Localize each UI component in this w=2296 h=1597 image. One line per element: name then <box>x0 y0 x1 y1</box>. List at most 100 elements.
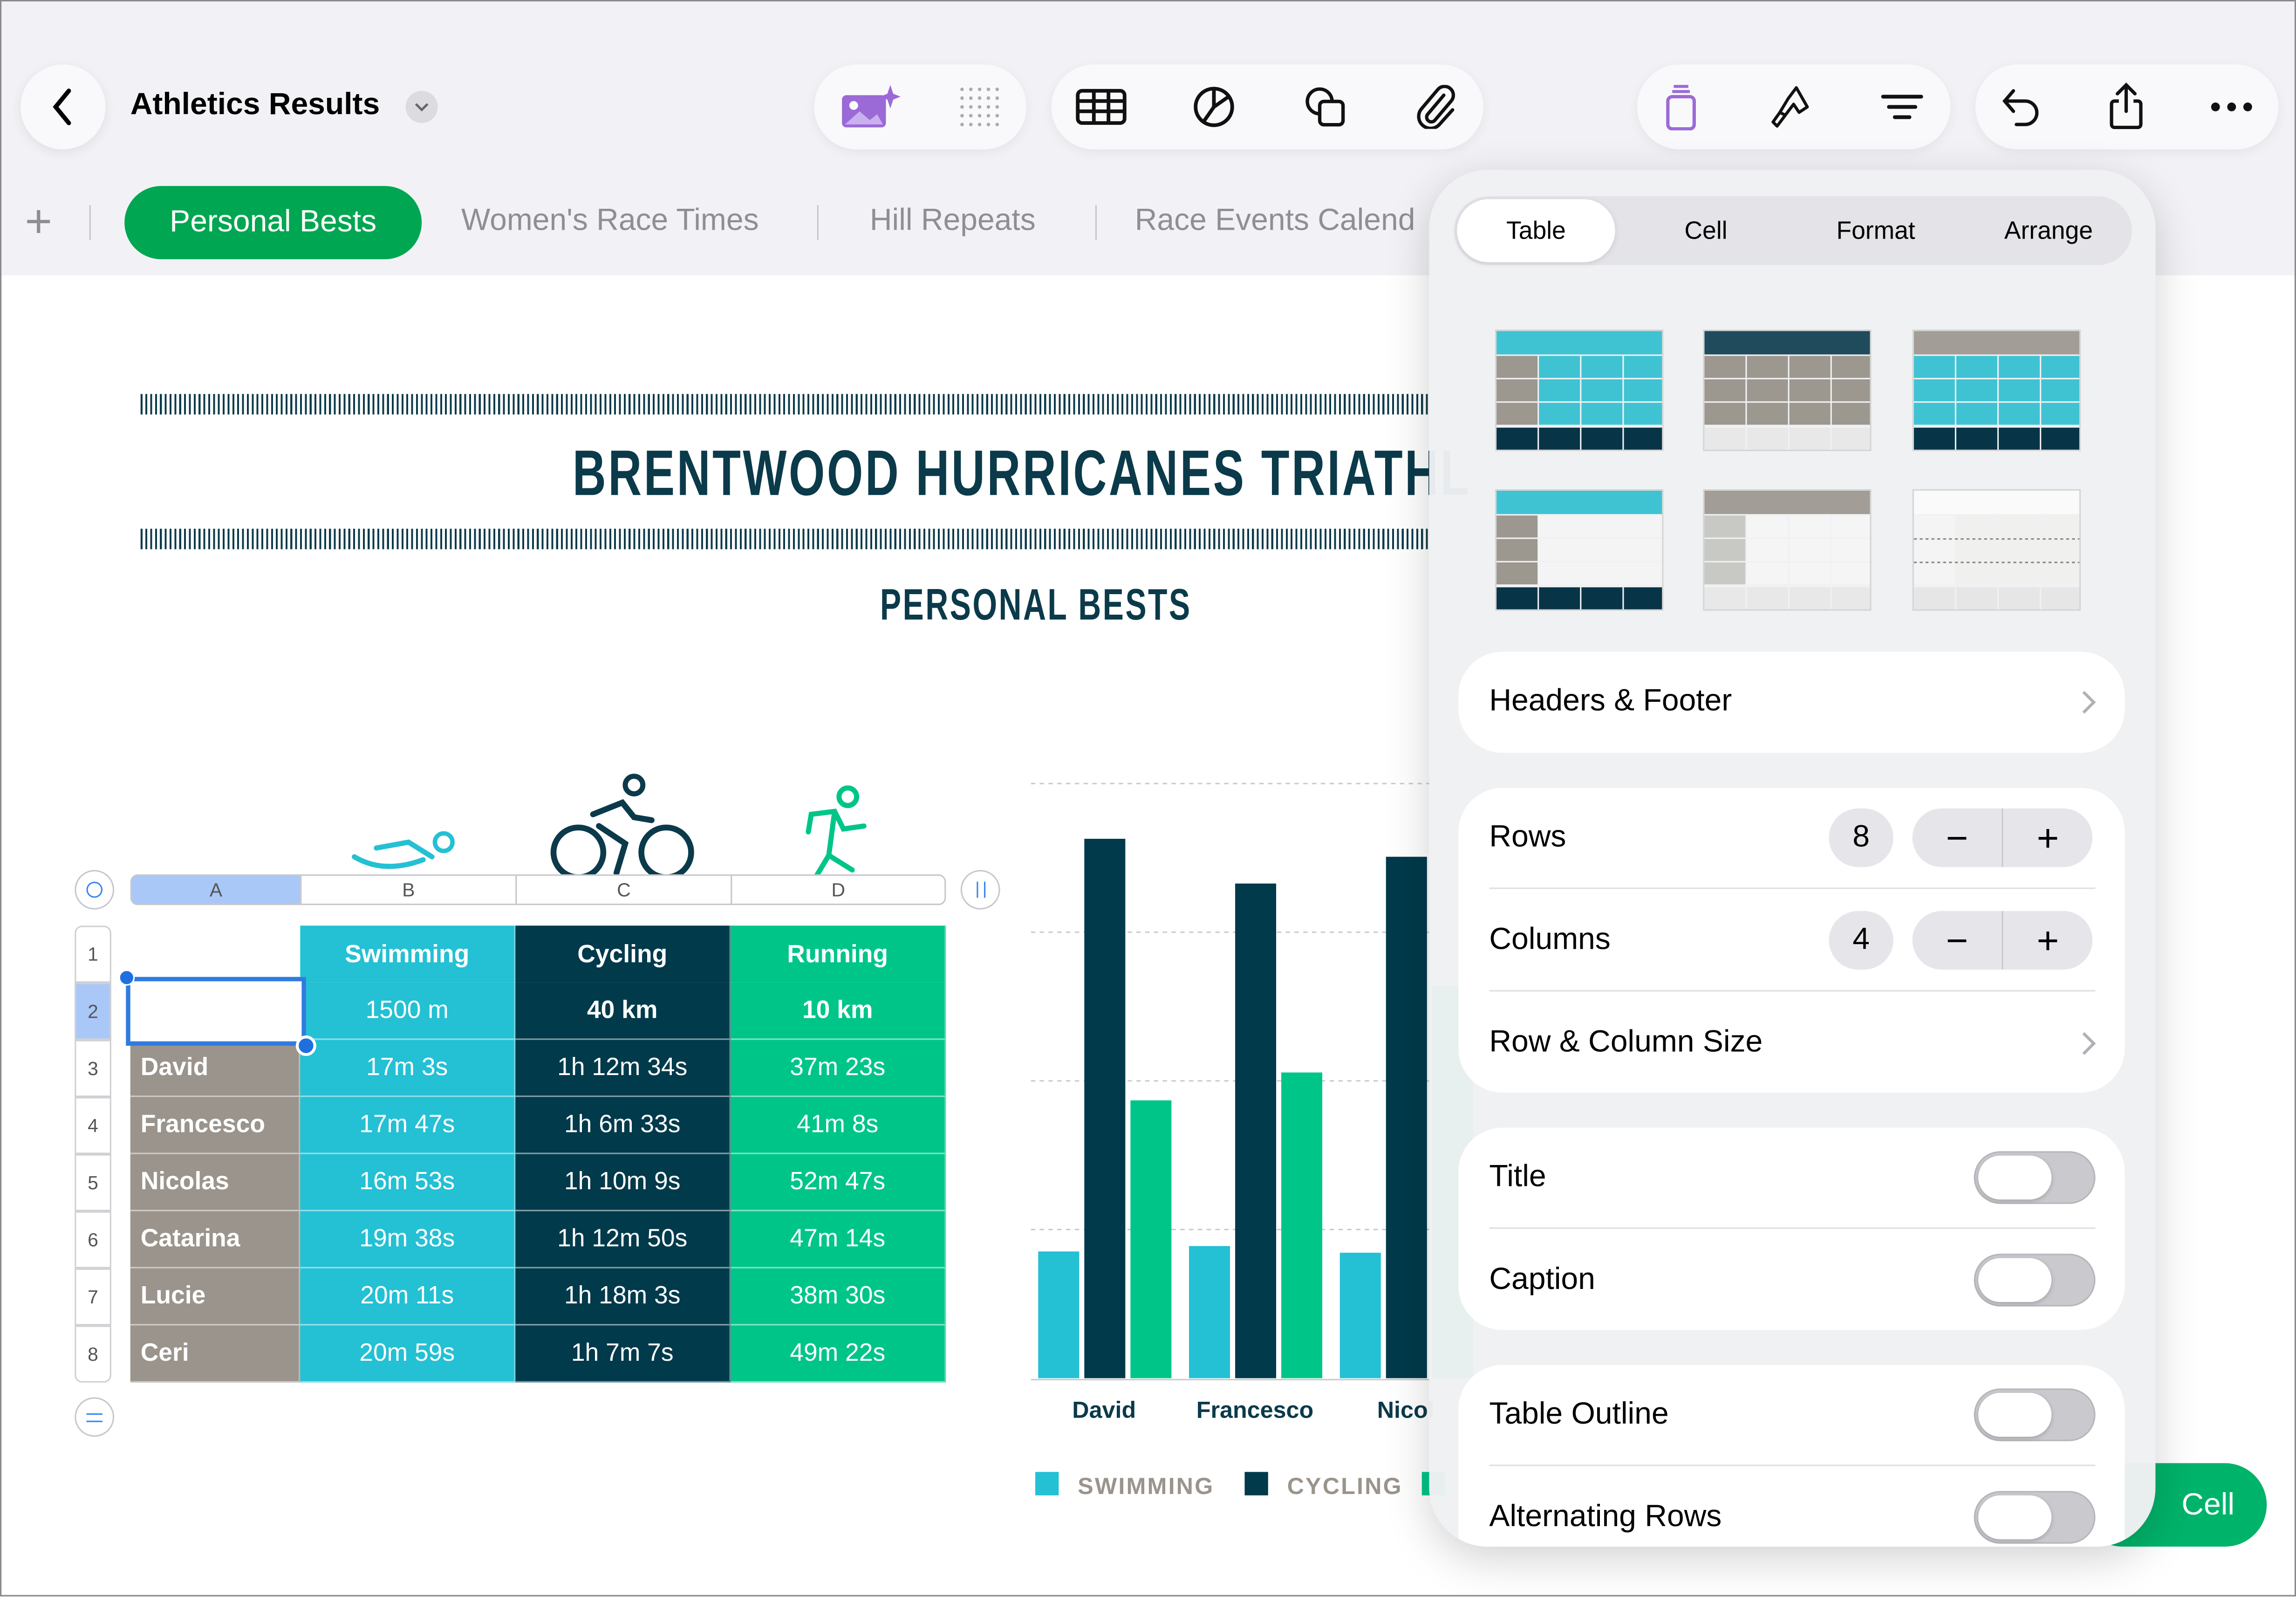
add-column-handle[interactable] <box>960 870 1000 910</box>
back-button[interactable] <box>20 64 106 150</box>
columns-increment[interactable]: + <box>2036 918 2059 962</box>
column-header-d[interactable]: D <box>731 874 946 905</box>
time-cell[interactable]: 20m 11s <box>300 1268 516 1326</box>
athlete-name-cell[interactable]: Ceri <box>130 1325 301 1383</box>
bar-cycling-david[interactable] <box>1084 838 1126 1378</box>
column-header-a[interactable]: A <box>130 874 302 905</box>
document-title-text: BRENTWOOD HURRICANES TRIATHL <box>572 438 1471 510</box>
time-cell[interactable]: 1h 7m 7s <box>515 1325 731 1383</box>
table-style-option[interactable] <box>1912 489 2081 611</box>
more-icon[interactable] <box>2210 85 2254 129</box>
distance-cell[interactable]: 10 km <box>731 982 946 1040</box>
time-cell[interactable]: 38m 30s <box>731 1268 946 1326</box>
organize-icon[interactable] <box>1880 85 1924 129</box>
time-cell[interactable]: 1h 6m 33s <box>515 1097 731 1154</box>
add-sheet-button[interactable]: + <box>25 195 53 248</box>
row-header[interactable]: 7 <box>75 1268 111 1326</box>
column-header-b[interactable]: B <box>300 874 517 905</box>
time-cell[interactable]: 37m 23s <box>731 1040 946 1097</box>
share-icon[interactable] <box>2104 82 2148 130</box>
row-column-size-button[interactable]: Row & Column Size <box>1489 1025 1763 1059</box>
time-cell[interactable]: 1h 12m 50s <box>515 1211 731 1268</box>
bar-cycling-francesco[interactable] <box>1235 883 1277 1378</box>
row-header[interactable]: 3 <box>75 1040 111 1097</box>
rows-stepper[interactable]: − + <box>1912 808 2093 867</box>
athlete-name-cell[interactable]: Lucie <box>130 1268 301 1326</box>
rows-increment[interactable]: + <box>2036 815 2059 859</box>
time-cell[interactable]: 41m 8s <box>731 1097 946 1154</box>
attachment-icon[interactable] <box>1414 85 1458 129</box>
tab-table[interactable]: Table <box>1457 199 1615 262</box>
tab-arrange[interactable]: Arrange <box>2004 216 2093 244</box>
time-cell[interactable]: 19m 38s <box>300 1211 516 1268</box>
chart-icon[interactable] <box>1192 85 1236 129</box>
athlete-name-cell[interactable]: Catarina <box>130 1211 301 1268</box>
tab-personal-bests[interactable]: Personal Bests <box>124 186 422 260</box>
table-icon[interactable] <box>1075 85 1128 129</box>
title-toggle[interactable] <box>1974 1151 2096 1204</box>
time-cell[interactable]: 49m 22s <box>731 1325 946 1383</box>
row-header[interactable]: 6 <box>75 1211 111 1268</box>
table-style-option[interactable] <box>1703 329 1872 452</box>
distance-cell[interactable]: 40 km <box>515 982 731 1040</box>
row-header[interactable]: 8 <box>75 1325 111 1383</box>
bar-cycling-nicol[interactable] <box>1386 857 1427 1378</box>
image-playground-icon[interactable] <box>838 85 902 129</box>
bar-series2-david[interactable] <box>1130 1100 1172 1378</box>
selection-handle[interactable] <box>295 1035 316 1056</box>
athlete-name-cell[interactable]: David <box>130 1040 301 1097</box>
tab-race-events-calendar[interactable]: Race Events Calend <box>1134 203 1415 238</box>
header-cell[interactable]: Swimming <box>300 925 516 983</box>
row-header[interactable]: 5 <box>75 1154 111 1212</box>
table-outline-toggle[interactable] <box>1974 1388 2096 1441</box>
time-cell[interactable]: 1h 18m 3s <box>515 1268 731 1326</box>
tab-cell[interactable]: Cell <box>1684 216 1728 244</box>
format-icon[interactable] <box>1659 85 1703 130</box>
header-cell[interactable]: Running <box>731 925 946 983</box>
table-outline-label: Table Outline <box>1489 1397 1669 1431</box>
time-cell[interactable]: 20m 59s <box>300 1325 516 1383</box>
distance-cell[interactable]: 1500 m <box>300 982 516 1040</box>
table-style-option[interactable] <box>1495 329 1664 452</box>
bar-swimming-david[interactable] <box>1038 1251 1080 1378</box>
athlete-name-cell[interactable]: Francesco <box>130 1097 301 1154</box>
table-style-option[interactable] <box>1912 329 2081 452</box>
pause-bars-icon <box>976 882 985 898</box>
time-cell[interactable]: 17m 3s <box>300 1040 516 1097</box>
selection-handle[interactable] <box>118 969 135 986</box>
title-menu-button[interactable] <box>405 90 438 123</box>
time-cell[interactable]: 16m 53s <box>300 1154 516 1212</box>
shapes-icon[interactable] <box>1303 85 1347 129</box>
table-style-option[interactable] <box>1495 489 1664 611</box>
caption-toggle[interactable] <box>1974 1254 2096 1307</box>
row-header[interactable]: 2 <box>75 982 111 1040</box>
athlete-name-cell[interactable]: Nicolas <box>130 1154 301 1212</box>
document-title[interactable]: Athletics Results <box>130 88 380 122</box>
row-header[interactable]: 1 <box>75 925 111 983</box>
rows-decrement[interactable]: − <box>1913 808 2003 867</box>
time-cell[interactable]: 47m 14s <box>731 1211 946 1268</box>
time-cell[interactable]: 1h 12m 34s <box>515 1040 731 1097</box>
time-cell[interactable]: 52m 47s <box>731 1154 946 1212</box>
header-cell[interactable]: Cycling <box>515 925 731 983</box>
tab-womens-race-times[interactable]: Women's Race Times <box>461 203 759 238</box>
paintbrush-icon[interactable] <box>1769 85 1813 129</box>
bar-swimming-nicol[interactable] <box>1339 1253 1381 1378</box>
bar-series2-francesco[interactable] <box>1281 1072 1323 1378</box>
columns-decrement[interactable]: − <box>1913 911 2003 970</box>
headers-footer-row[interactable]: Headers & Footer <box>1458 651 2125 753</box>
table-style-option[interactable] <box>1703 489 1872 611</box>
undo-icon[interactable] <box>1999 85 2043 129</box>
time-cell[interactable]: 1h 10m 9s <box>515 1154 731 1212</box>
row-header[interactable]: 4 <box>75 1097 111 1154</box>
selected-cell-a2[interactable] <box>126 977 306 1046</box>
grid-dots-icon[interactable] <box>957 85 1001 129</box>
alternating-rows-toggle[interactable] <box>1974 1491 2096 1544</box>
time-cell[interactable]: 17m 47s <box>300 1097 516 1154</box>
tab-hill-repeats[interactable]: Hill Repeats <box>869 203 1036 238</box>
select-table-button[interactable] <box>75 870 115 910</box>
columns-stepper[interactable]: − + <box>1912 911 2093 970</box>
tab-format[interactable]: Format <box>1836 216 1915 244</box>
add-row-handle[interactable] <box>75 1397 115 1437</box>
bar-swimming-francesco[interactable] <box>1189 1246 1230 1378</box>
